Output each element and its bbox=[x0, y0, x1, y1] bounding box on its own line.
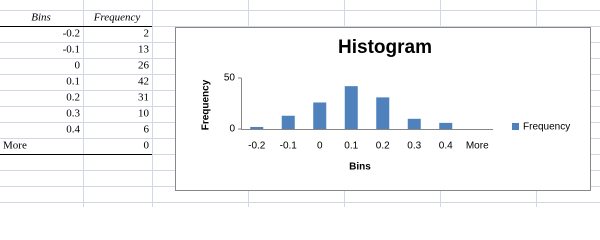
frequency-cell: 10 bbox=[138, 108, 150, 120]
bin-cell: More bbox=[3, 140, 27, 152]
legend-swatch bbox=[512, 123, 519, 130]
bin-cell: -0.2 bbox=[63, 28, 80, 40]
frequency-cell: 0 bbox=[144, 140, 150, 152]
bin-cell: 0 bbox=[75, 60, 81, 72]
bin-cell: -0.1 bbox=[63, 44, 80, 56]
frequency-cell: 2 bbox=[144, 28, 150, 40]
x-tick-label: 0.4 bbox=[439, 141, 453, 152]
x-tick-label: More bbox=[466, 141, 489, 152]
bar bbox=[344, 86, 358, 129]
frequency-cell: 13 bbox=[138, 44, 150, 56]
spreadsheet: Bins Frequency -0.2 2 -0.1 13 0 26 0.1 42 0.2 31 0… bbox=[0, 0, 600, 207]
y-tick-label: 50 bbox=[224, 73, 236, 84]
bar bbox=[250, 126, 264, 129]
x-tick-label: 0.1 bbox=[344, 141, 358, 152]
x-tick-label: 0 bbox=[317, 141, 323, 152]
x-tick-label: 0.2 bbox=[376, 141, 390, 152]
bar bbox=[376, 97, 390, 129]
bar bbox=[439, 122, 453, 129]
legend-label: Frequency bbox=[523, 122, 570, 133]
bin-cell: 0.2 bbox=[66, 92, 80, 104]
y-tick-label: 0 bbox=[229, 124, 235, 135]
bar bbox=[281, 115, 295, 129]
x-tick-label: -0.2 bbox=[248, 141, 266, 152]
bin-cell: 0.4 bbox=[66, 124, 80, 136]
frequency-cell: 6 bbox=[144, 124, 150, 136]
x-axis-label: Bins bbox=[349, 162, 371, 173]
bin-cell: 0.1 bbox=[66, 76, 80, 88]
page: Bins Frequency -0.2 2 -0.1 13 0 26 0.1 42 0.2 31 0… bbox=[0, 0, 600, 207]
chart-title: Histogram bbox=[338, 37, 432, 58]
column-header: Frequency bbox=[93, 12, 141, 24]
x-tick-label: 0.3 bbox=[407, 141, 421, 152]
frequency-cell: 31 bbox=[138, 92, 149, 104]
x-tick-label: -0.1 bbox=[280, 141, 298, 152]
frequency-cell: 42 bbox=[138, 76, 149, 88]
y-axis-label: Frequency bbox=[201, 79, 212, 130]
bin-cell: 0.3 bbox=[66, 108, 80, 120]
column-header: Bins bbox=[31, 12, 51, 24]
frequency-cell: 26 bbox=[138, 60, 150, 72]
bar bbox=[313, 102, 327, 129]
bar bbox=[407, 118, 421, 129]
